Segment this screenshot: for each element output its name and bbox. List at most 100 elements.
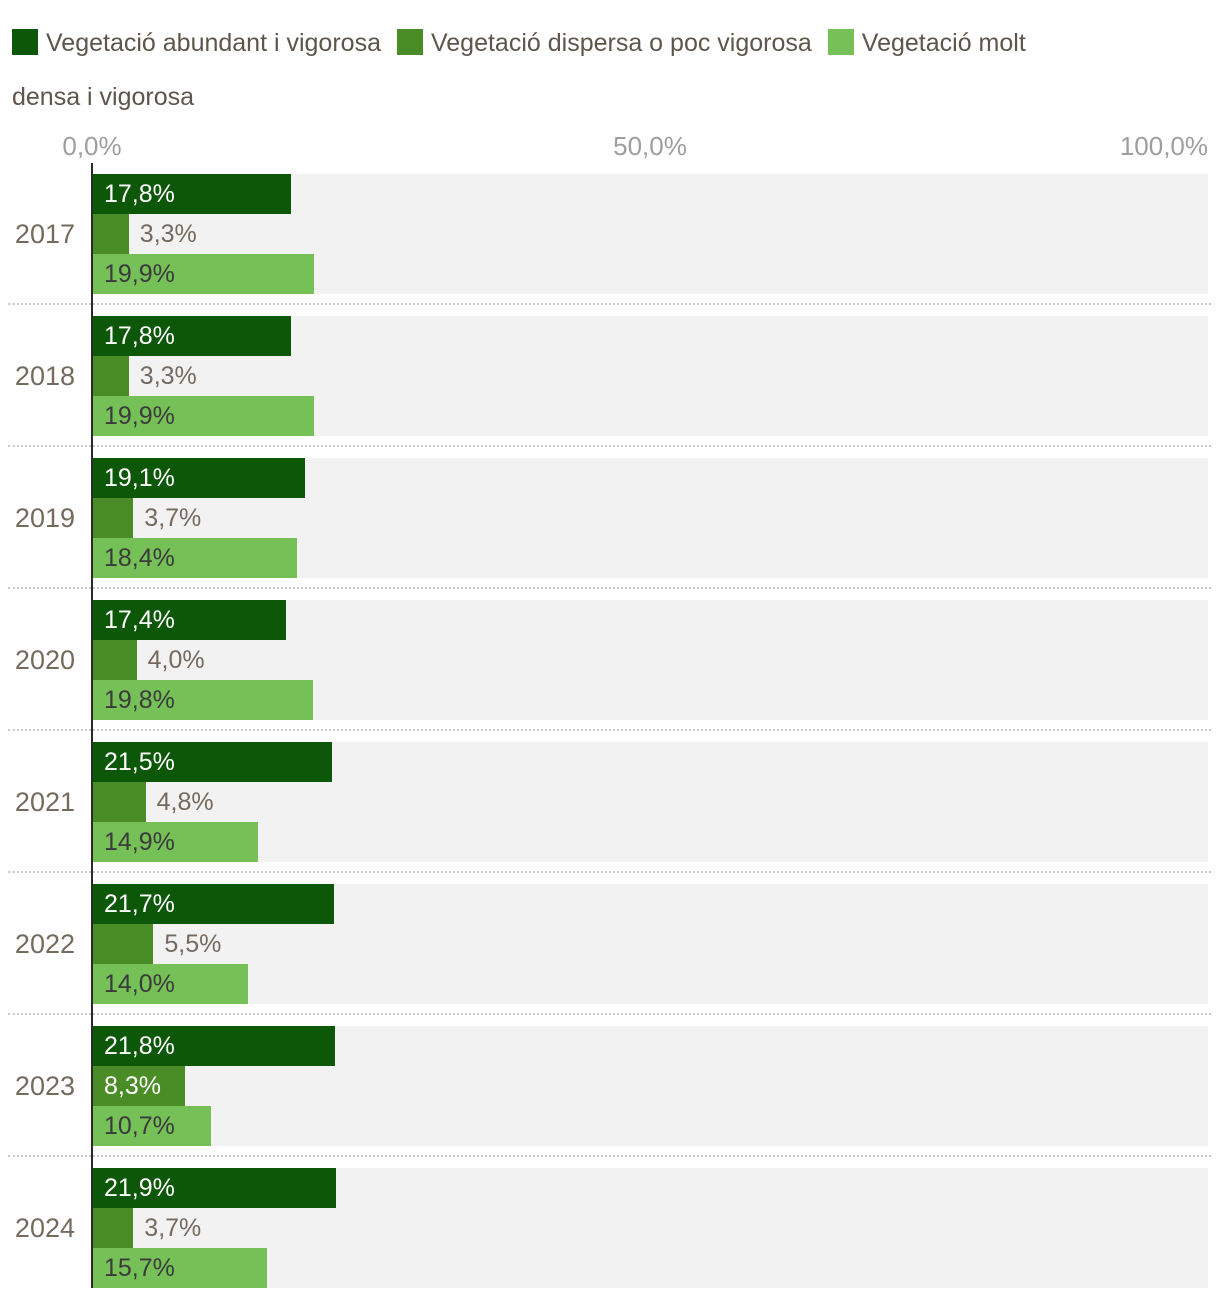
bar-row: 15,7% [92,1248,1208,1288]
bar-value-label: 3,7% [144,504,202,532]
legend-swatch-abundant-icon [12,29,38,55]
bar-2023-series-3: 10,7% [92,1106,212,1146]
year-group-2017: 2017 17,8% 3,3% 19,9% [0,174,1220,316]
legend-swatch-dispersa-icon [396,29,423,55]
bar-value-label: 19,1% [104,464,175,492]
year-group-2022: 2022 21,7% 5,5% 14,0% [0,884,1220,1026]
bar-2022-series-1: 21,7% [92,884,335,924]
bar-row: 17,8% [92,316,1208,356]
bar-value-label: 21,5% [104,748,175,776]
bar-row: 3,3% [92,214,1208,254]
bar-2020-series-3: 19,8% [92,680,313,720]
bar-row: 5,5% [92,924,1208,964]
year-label: 2018 [14,361,75,391]
year-group-2021: 2021 21,5% 4,8% 14,9% [0,742,1220,884]
bar-2018-series-1: 17,8% [92,316,291,356]
bar-value-label: 3,7% [144,1214,202,1242]
bar-2023-series-1: 21,8% [92,1026,336,1066]
bar-row: 21,7% [92,884,1208,924]
bar-value-label: 19,8% [104,686,175,714]
bar-track: 17,8% 3,3% 19,9% [92,316,1208,436]
bar-value-label: 19,9% [104,402,175,430]
bar-track: 21,5% 4,8% 14,9% [92,742,1208,862]
bar-row: 14,9% [92,822,1208,862]
bar-2019-series-2 [92,498,134,538]
bar-row: 21,5% [92,742,1208,782]
bar-row: 4,8% [92,782,1208,822]
bar-2021-series-3: 14,9% [92,822,259,862]
bar-2017-series-3: 19,9% [92,254,315,294]
bar-2017-series-2 [92,214,129,254]
bar-value-label: 18,4% [104,544,175,572]
bar-value-label: 21,8% [104,1032,175,1060]
year-group-2024: 2024 21,9% 3,7% 15,7% [0,1168,1220,1310]
legend-item-dispersa: Vegetació dispersa o poc vigorosa [396,29,812,57]
bar-2024-series-3: 15,7% [92,1248,268,1288]
bar-row: 3,3% [92,356,1208,396]
legend: Vegetació abundant i vigorosa Vegetació d… [12,16,1068,124]
bar-row: 19,8% [92,680,1208,720]
bar-row: 4,0% [92,640,1208,680]
bar-row: 21,9% [92,1168,1208,1208]
year-group-2018: 2018 17,8% 3,3% 19,9% [0,316,1220,458]
bar-2024-series-2 [92,1208,134,1248]
bar-2020-series-1: 17,4% [92,600,287,640]
year-group-2019: 2019 19,1% 3,7% 18,4% [0,458,1220,600]
bar-value-label: 3,3% [139,362,197,390]
year-label: 2022 [14,929,75,959]
bar-value-label: 21,7% [104,890,175,918]
bar-row: 8,3% [92,1066,1208,1106]
year-label: 2017 [14,219,75,249]
bar-2019-series-1: 19,1% [92,458,306,498]
bar-value-label: 17,4% [104,606,175,634]
bar-row: 19,9% [92,396,1208,436]
year-label: 2021 [14,787,75,817]
bar-value-label: 4,0% [147,646,205,674]
legend-item-abundant: Vegetació abundant i vigorosa [12,29,381,57]
bar-track: 17,8% 3,3% 19,9% [92,174,1208,294]
x-axis-tick-0: 0,0% [62,131,122,161]
year-label: 2024 [14,1213,75,1243]
bar-2018-series-3: 19,9% [92,396,315,436]
plot-area: 2017 17,8% 3,3% 19,9% 2018 17,8% 3,3% 19,9% 2019… [0,174,1220,1310]
bar-2021-series-2 [92,782,146,822]
bar-track: 21,9% 3,7% 15,7% [92,1168,1208,1288]
y-axis-line [91,163,93,1288]
legend-label-molt-densa: Vegetació molt densa i vigorosa [12,29,1026,111]
bar-2021-series-1: 21,5% [92,742,332,782]
bar-value-label: 15,7% [104,1254,175,1282]
bar-value-label: 3,3% [139,220,197,248]
x-axis-tick-50: 50,0% [613,131,687,161]
bar-row: 17,8% [92,174,1208,214]
bar-value-label: 21,9% [104,1174,175,1202]
legend-label-dispersa: Vegetació dispersa o poc vigorosa [430,29,812,57]
year-label: 2023 [14,1071,75,1101]
bar-value-label: 4,8% [156,788,214,816]
bar-track: 17,4% 4,0% 19,8% [92,600,1208,720]
bar-value-label: 19,9% [104,260,175,288]
legend-item-molt-densa: Vegetació molt densa i vigorosa [12,29,1026,111]
bar-2022-series-2 [92,924,154,964]
bar-2023-series-2: 8,3% [92,1066,185,1106]
bar-2017-series-1: 17,8% [92,174,291,214]
bar-row: 10,7% [92,1106,1208,1146]
bar-row: 3,7% [92,498,1208,538]
legend-swatch-molt-densa-icon [827,29,854,55]
bar-row: 19,1% [92,458,1208,498]
bar-row: 3,7% [92,1208,1208,1248]
x-axis: 0,0% 50,0% 100,0% [0,131,1220,167]
year-label: 2019 [14,503,75,533]
bar-track: 21,8% 8,3% 10,7% [92,1026,1208,1146]
bar-2022-series-3: 14,0% [92,964,249,1004]
bar-value-label: 5,5% [164,930,222,958]
bar-row: 14,0% [92,964,1208,1004]
bar-value-label: 8,3% [104,1072,161,1100]
bar-row: 21,8% [92,1026,1208,1066]
bar-2020-series-2 [92,640,137,680]
bar-2018-series-2 [92,356,129,396]
bar-track: 19,1% 3,7% 18,4% [92,458,1208,578]
year-group-2020: 2020 17,4% 4,0% 19,8% [0,600,1220,742]
x-axis-tick-100: 100,0% [1119,131,1208,161]
year-group-2023: 2023 21,8% 8,3% 10,7% [0,1026,1220,1168]
bar-value-label: 17,8% [104,322,175,350]
